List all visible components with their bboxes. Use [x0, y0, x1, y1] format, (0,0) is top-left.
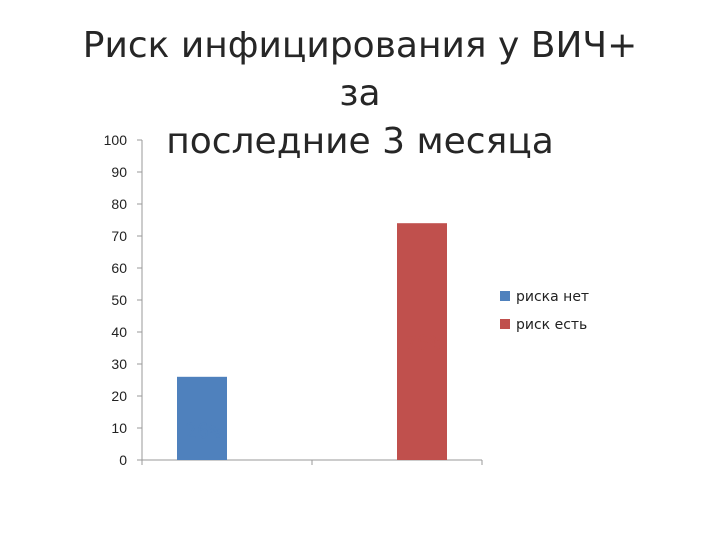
y-tick-label: 100 [104, 132, 128, 148]
chart-title-line-1: Риск инфицирования у ВИЧ+ за [82, 25, 638, 114]
bar-1-1 [397, 223, 447, 460]
y-tick-label: 90 [111, 164, 127, 180]
y-tick-label: 0 [119, 452, 127, 468]
chart-title-line-2: последние 3 месяца [166, 121, 554, 162]
y-tick-label: 40 [111, 324, 127, 340]
bar-0-0 [177, 376, 227, 460]
chart-title: Риск инфицирования у ВИЧ+ за последние 3… [60, 22, 660, 166]
y-tick-label: 30 [111, 356, 127, 372]
y-tick-label: 20 [111, 388, 127, 404]
y-tick-label: 50 [111, 292, 127, 308]
legend-swatch-1 [500, 319, 510, 329]
y-tick-label: 80 [111, 196, 127, 212]
data-label-0: 26% [185, 419, 221, 443]
y-tick-label: 60 [111, 260, 127, 276]
legend-label-0: риска нет [516, 289, 589, 305]
data-label-1: 76% [405, 331, 441, 355]
legend-swatch-0 [500, 291, 510, 301]
legend-label-1: риск есть [516, 317, 587, 333]
y-tick-label: 70 [111, 228, 127, 244]
y-tick-label: 10 [111, 420, 127, 436]
